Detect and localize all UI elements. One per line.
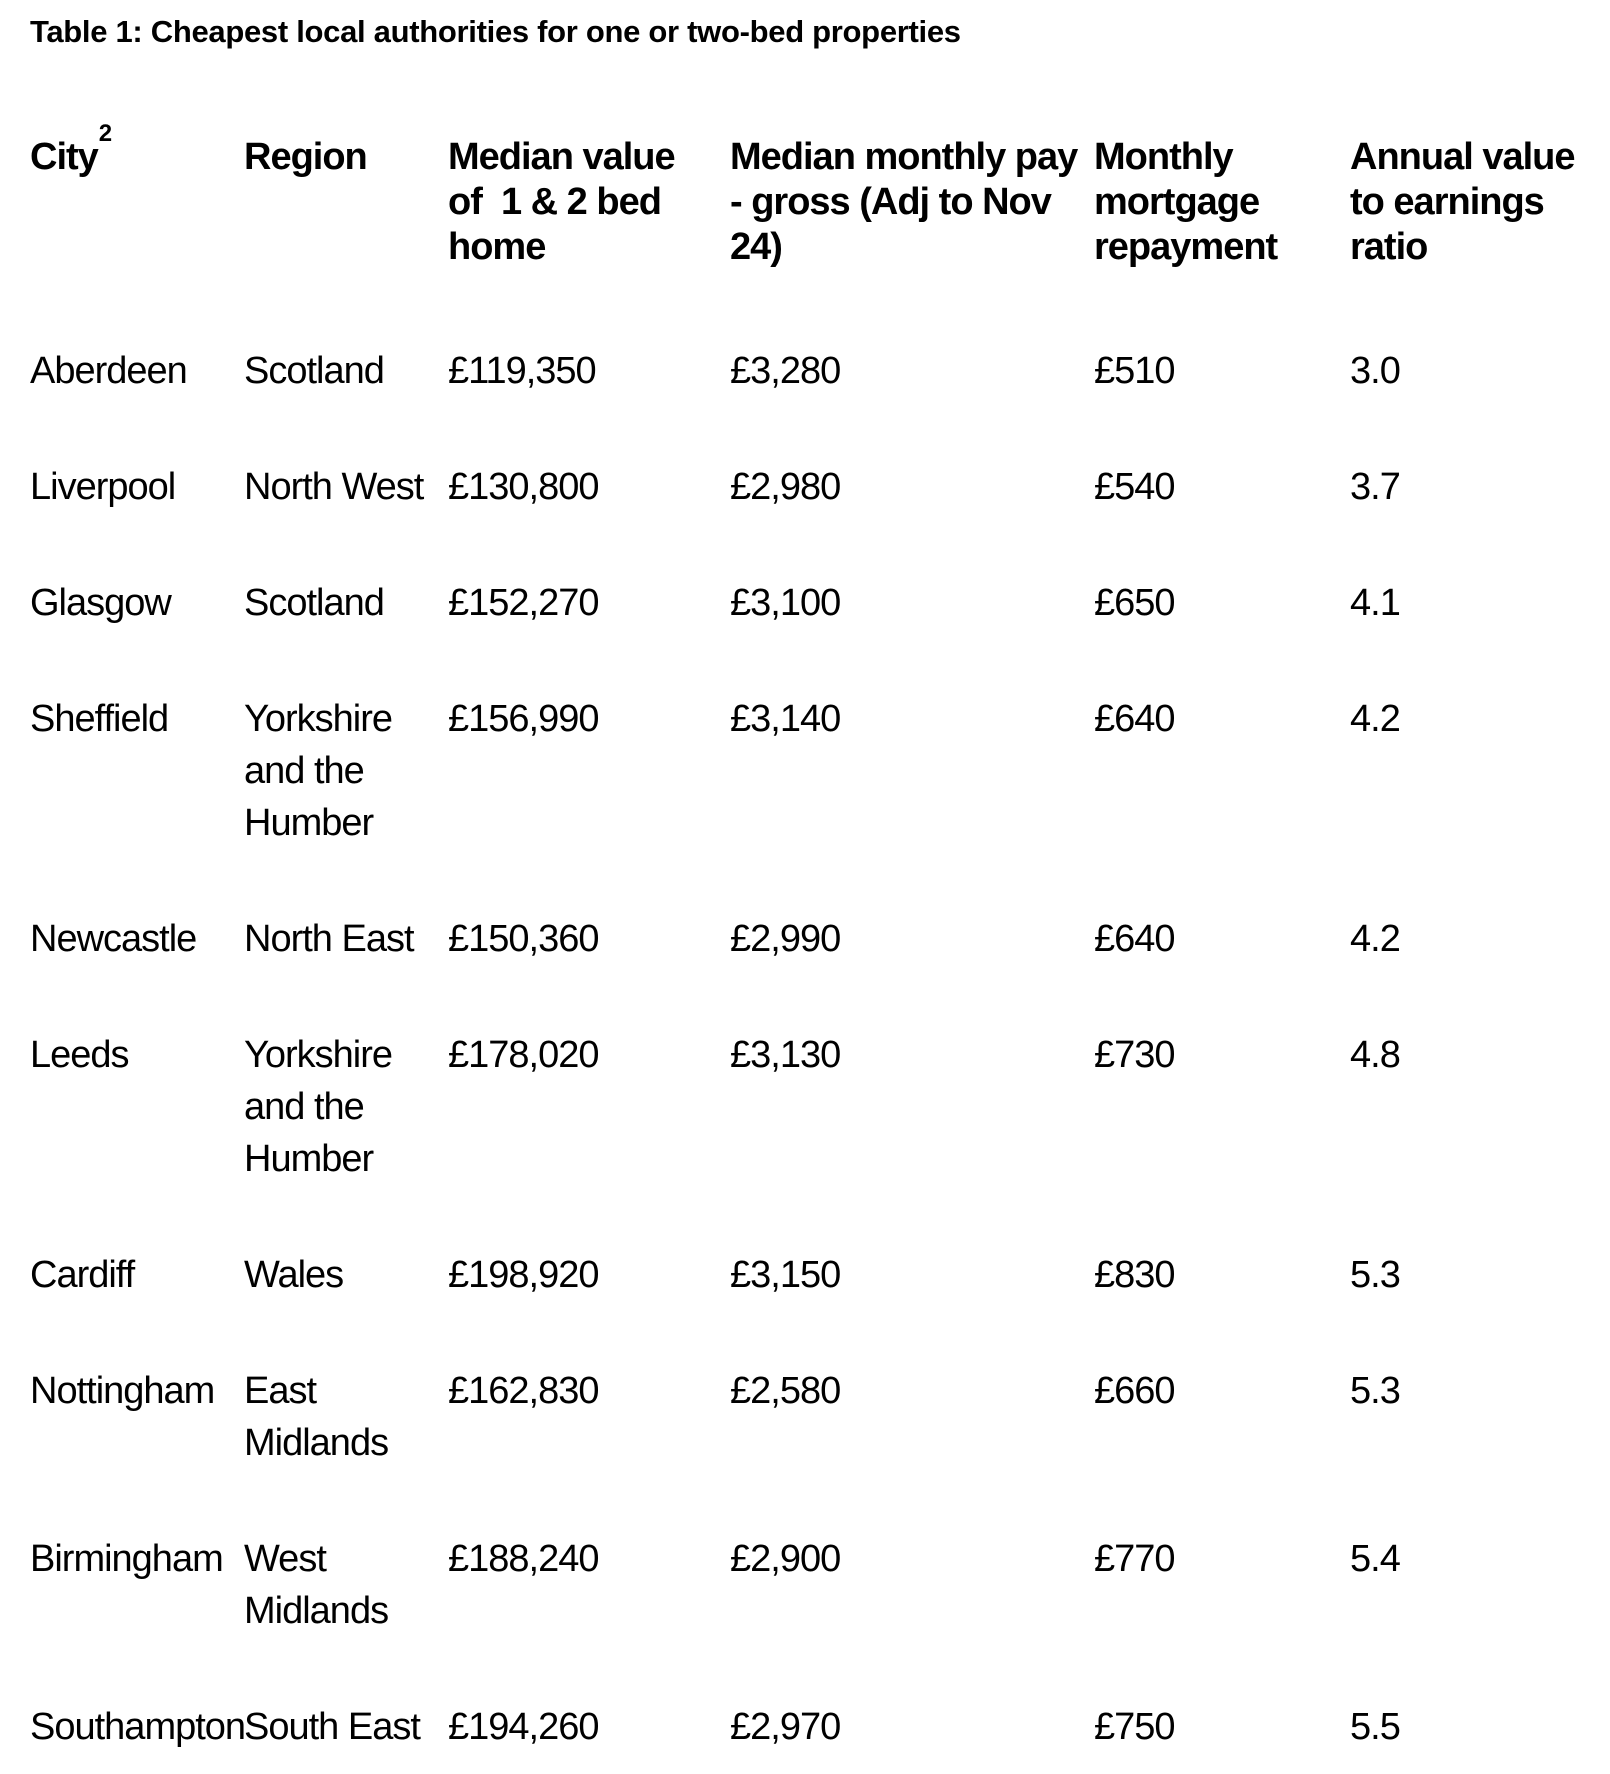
cell-city: Birmingham <box>30 1538 224 1580</box>
cell-median-value: £150,360 <box>448 918 600 960</box>
cell-median-monthly-pay: £3,140 <box>730 698 841 740</box>
header-cell-median-monthly-pay: Median monthly pay - gross (Adj to Nov 2… <box>730 136 1078 268</box>
table-row-liverpool: Liverpool North West £130,800 £2,980 £54… <box>30 461 1610 577</box>
table-row-glasgow: Glasgow Scotland £152,270 £3,100 £650 4.… <box>30 577 1610 693</box>
city-footnote-marker: 2 <box>98 120 112 148</box>
cell-city: Glasgow <box>30 582 172 624</box>
header-cell-median-value: Median value of 1 & 2 bed home <box>448 136 676 268</box>
cell-city: Cardiff <box>30 1254 135 1296</box>
cell-median-value: £130,800 <box>448 466 600 508</box>
table-row-leeds: Leeds Yorkshire and the Humber £178,020 … <box>30 1029 1610 1249</box>
cell-annual-value-to-earnings-ratio: 4.8 <box>1350 1034 1401 1076</box>
cell-median-monthly-pay: £2,580 <box>730 1370 841 1412</box>
cell-median-value: £194,260 <box>448 1706 600 1748</box>
cell-annual-value-to-earnings-ratio: 3.7 <box>1350 466 1401 508</box>
cell-monthly-mortgage-repayment: £660 <box>1094 1370 1176 1412</box>
cell-region: Wales <box>244 1254 344 1296</box>
cell-monthly-mortgage-repayment: £750 <box>1094 1706 1176 1748</box>
table-row-sheffield: Sheffield Yorkshire and the Humber £156,… <box>30 693 1610 913</box>
cell-median-monthly-pay: £2,970 <box>730 1706 841 1748</box>
cell-city: Nottingham <box>30 1370 215 1412</box>
cell-median-value: £188,240 <box>448 1538 600 1580</box>
cell-region: North East <box>244 918 415 960</box>
cell-median-value: £162,830 <box>448 1370 600 1412</box>
header-cell-city: City2 <box>30 122 244 345</box>
cell-region: South East <box>244 1706 421 1748</box>
cell-monthly-mortgage-repayment: £830 <box>1094 1254 1176 1296</box>
cell-median-monthly-pay: £2,900 <box>730 1538 841 1580</box>
table-title: Table 1: Cheapest local authorities for … <box>30 14 961 49</box>
cell-city: Aberdeen <box>30 350 188 392</box>
cell-monthly-mortgage-repayment: £650 <box>1094 582 1176 624</box>
cell-region: Scotland <box>244 350 385 392</box>
cell-annual-value-to-earnings-ratio: 5.4 <box>1350 1538 1401 1580</box>
cell-monthly-mortgage-repayment: £640 <box>1094 698 1176 740</box>
cell-annual-value-to-earnings-ratio: 4.2 <box>1350 918 1401 960</box>
header-cell-region: Region <box>244 136 368 178</box>
table-row-cardiff: Cardiff Wales £198,920 £3,150 £830 5.3 <box>30 1249 1610 1365</box>
cell-monthly-mortgage-repayment: £510 <box>1094 350 1176 392</box>
cell-annual-value-to-earnings-ratio: 5.5 <box>1350 1706 1401 1748</box>
cheapest-local-authorities-table: City2 Region Median value of 1 & 2 bed h… <box>30 122 1610 1774</box>
cell-median-value: £152,270 <box>448 582 600 624</box>
cell-median-value: £156,990 <box>448 698 600 740</box>
cell-region: Yorkshire and the Humber <box>244 698 393 844</box>
cell-monthly-mortgage-repayment: £770 <box>1094 1538 1176 1580</box>
cell-median-monthly-pay: £2,990 <box>730 918 841 960</box>
cell-median-value: £198,920 <box>448 1254 600 1296</box>
header-cell-annual-value-to-earnings-ratio: Annual value to earnings ratio <box>1350 136 1576 268</box>
table-row-birmingham: Birmingham West Midlands £188,240 £2,900… <box>30 1533 1610 1701</box>
cell-annual-value-to-earnings-ratio: 3.0 <box>1350 350 1401 392</box>
cell-region: East Midlands <box>244 1370 389 1464</box>
cell-annual-value-to-earnings-ratio: 5.3 <box>1350 1370 1401 1412</box>
table-row-southampton: Southampton South East £194,260 £2,970 £… <box>30 1701 1610 1774</box>
cell-median-monthly-pay: £2,980 <box>730 466 841 508</box>
cell-city: Southampton <box>30 1706 246 1748</box>
cell-annual-value-to-earnings-ratio: 4.2 <box>1350 698 1401 740</box>
table-row-aberdeen: Aberdeen Scotland £119,350 £3,280 £510 3… <box>30 345 1610 461</box>
cell-annual-value-to-earnings-ratio: 4.1 <box>1350 582 1401 624</box>
cell-median-monthly-pay: £3,280 <box>730 350 841 392</box>
cell-city: Sheffield <box>30 698 169 740</box>
header-cell-monthly-mortgage-repayment: Monthly mortgage repayment <box>1094 136 1278 268</box>
table-body: Aberdeen Scotland £119,350 £3,280 £510 3… <box>30 345 1610 1774</box>
cell-median-monthly-pay: £3,100 <box>730 582 841 624</box>
cell-city: Leeds <box>30 1034 130 1076</box>
cell-monthly-mortgage-repayment: £540 <box>1094 466 1176 508</box>
cell-region: Yorkshire and the Humber <box>244 1034 393 1180</box>
cell-region: Scotland <box>244 582 385 624</box>
cell-median-monthly-pay: £3,130 <box>730 1034 841 1076</box>
table-header: City2 Region Median value of 1 & 2 bed h… <box>30 122 1610 345</box>
cell-city: Newcastle <box>30 918 197 960</box>
cell-annual-value-to-earnings-ratio: 5.3 <box>1350 1254 1401 1296</box>
cell-monthly-mortgage-repayment: £640 <box>1094 918 1176 960</box>
cell-median-value: £178,020 <box>448 1034 600 1076</box>
cell-median-monthly-pay: £3,150 <box>730 1254 841 1296</box>
cell-city: Liverpool <box>30 466 176 508</box>
header-row: City2 Region Median value of 1 & 2 bed h… <box>30 122 1610 345</box>
cell-region: North West <box>244 466 424 508</box>
cell-region: West Midlands <box>244 1538 389 1632</box>
header-city-label: City <box>30 136 99 178</box>
cell-median-value: £119,350 <box>448 350 597 392</box>
cell-monthly-mortgage-repayment: £730 <box>1094 1034 1176 1076</box>
table-row-nottingham: Nottingham East Midlands £162,830 £2,580… <box>30 1365 1610 1533</box>
table-row-newcastle: Newcastle North East £150,360 £2,990 £64… <box>30 913 1610 1029</box>
